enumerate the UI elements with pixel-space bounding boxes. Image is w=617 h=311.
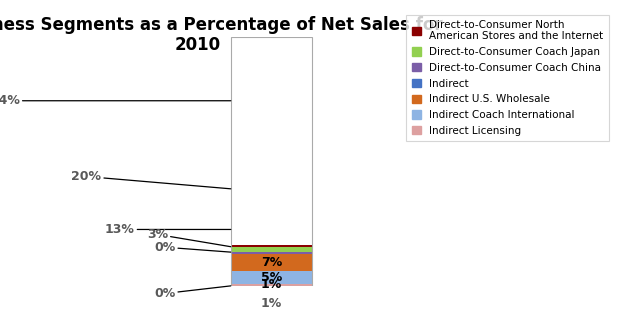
Text: 20%: 20% [71, 170, 231, 189]
Text: 1%: 1% [261, 297, 282, 310]
Bar [231, 271, 312, 284]
Bar [231, 245, 312, 247]
Text: 3%: 3% [147, 228, 231, 247]
Text: 7%: 7% [261, 256, 282, 269]
Bar [231, 247, 312, 252]
Text: 0%: 0% [154, 241, 231, 254]
Bar [231, 37, 312, 286]
Text: 0%: 0% [154, 286, 231, 300]
Bar [231, 164, 312, 213]
Bar [231, 284, 312, 286]
Text: 5%: 5% [261, 271, 282, 284]
Text: Business Segments as a Percentage of Net Sales for
2010: Business Segments as a Percentage of Net… [0, 16, 443, 54]
Text: 13%: 13% [105, 223, 231, 236]
Text: 1%: 1% [261, 278, 282, 291]
Legend: Direct-to-Consumer North
American Stores and the Internet, Direct-to-Consumer Co: Direct-to-Consumer North American Stores… [407, 15, 609, 141]
Bar [231, 37, 312, 164]
Text: 64%: 64% [0, 94, 231, 107]
Bar [231, 252, 312, 254]
Bar [231, 254, 312, 271]
Bar [231, 213, 312, 245]
